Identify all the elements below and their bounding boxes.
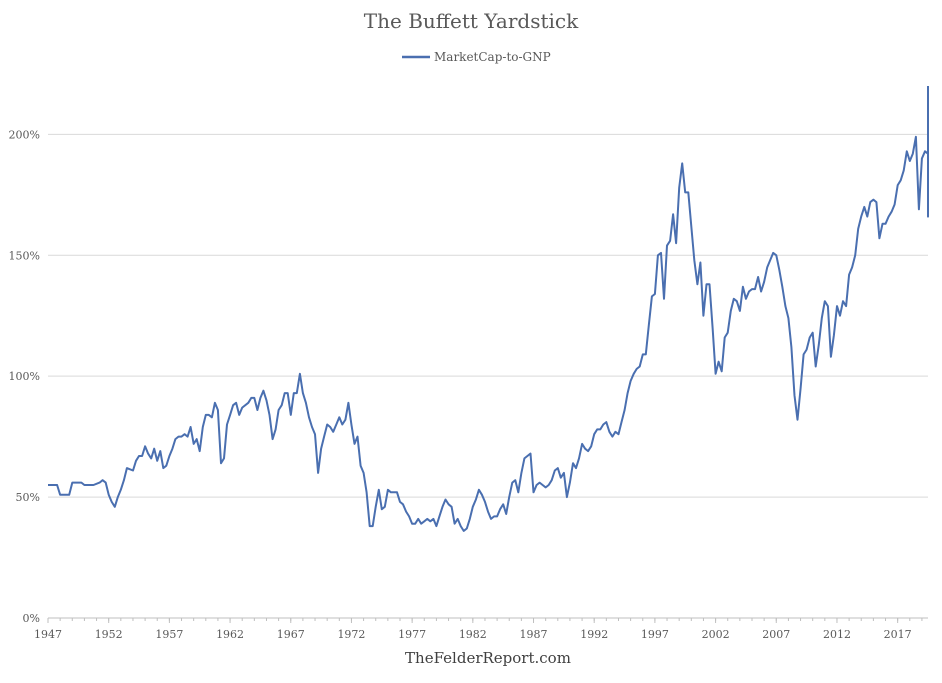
- y-axis-ticks: 0% 50% 100% 150% 200%: [9, 128, 40, 625]
- x-tick-label: 1952: [95, 628, 123, 641]
- x-tick-label: 1992: [580, 628, 608, 641]
- x-tick-label: 2007: [762, 628, 790, 641]
- x-tick-label: 2002: [702, 628, 730, 641]
- x-tick-label: 1947: [34, 628, 62, 641]
- y-tick-label: 150%: [9, 249, 40, 262]
- chart-footer: TheFelderReport.com: [405, 649, 571, 667]
- y-tick-label: 100%: [9, 370, 40, 383]
- x-tick-label: 1977: [398, 628, 426, 641]
- gridlines: [48, 133, 928, 498]
- series-layer: [48, 86, 929, 532]
- x-axis-ticks: 1947 1952 1957 1962 1967 1972 1977 1982 1987 1992…: [34, 618, 923, 641]
- series-line-0: [48, 86, 929, 532]
- x-tick-label: 1987: [520, 628, 548, 641]
- x-tick-label: 1957: [155, 628, 183, 641]
- legend: MarketCap-to-GNP: [402, 50, 551, 64]
- x-tick-label: 1997: [641, 628, 669, 641]
- chart-title: The Buffett Yardstick: [364, 9, 579, 33]
- x-tick-label: 2017: [884, 628, 912, 641]
- legend-label: MarketCap-to-GNP: [434, 50, 551, 64]
- x-tick-label: 1967: [277, 628, 305, 641]
- x-tick-label: 1962: [216, 628, 244, 641]
- y-tick-label: 0%: [23, 612, 40, 625]
- y-tick-label: 50%: [16, 491, 40, 504]
- x-tick-label: 2012: [823, 628, 851, 641]
- x-tick-label: 1972: [337, 628, 365, 641]
- x-tick-label: 1982: [459, 628, 487, 641]
- y-tick-label: 200%: [9, 128, 40, 141]
